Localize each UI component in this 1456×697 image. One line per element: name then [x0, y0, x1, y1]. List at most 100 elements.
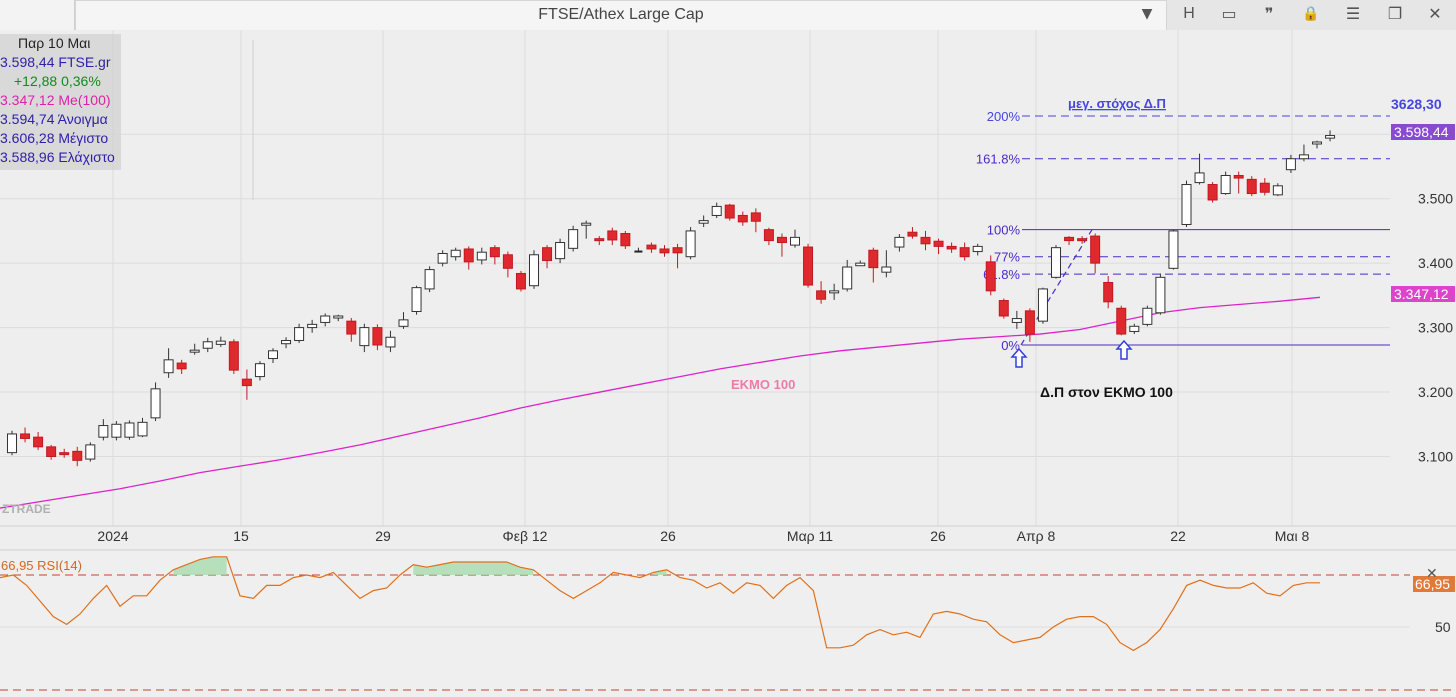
candle-body — [581, 222, 592, 226]
candle-body — [1090, 235, 1101, 264]
candle-body — [1155, 276, 1166, 314]
candle-body — [1207, 184, 1218, 201]
fib-label-1: 161.8% — [976, 152, 1021, 167]
candle — [1077, 236, 1088, 244]
candle-body — [437, 252, 448, 264]
candle-body — [816, 290, 827, 300]
candle-body — [515, 272, 526, 290]
candle-body — [1246, 178, 1257, 195]
candle — [476, 247, 487, 265]
ma-100-line — [0, 296, 1321, 509]
rsi-value-label: 66,95 — [1415, 576, 1450, 592]
rsi-overbought-area — [173, 556, 227, 575]
candle-body — [907, 231, 918, 237]
candle — [150, 382, 161, 422]
candle-body — [685, 230, 696, 258]
candle — [620, 230, 631, 249]
candle — [33, 432, 44, 451]
candle-body — [1220, 174, 1231, 195]
candle — [176, 359, 187, 375]
candle — [98, 419, 109, 441]
title-bar-left-panel[interactable] — [0, 0, 75, 30]
candle — [790, 229, 800, 248]
candle — [1051, 245, 1061, 279]
candle-body — [372, 327, 383, 346]
candle-body — [20, 433, 31, 439]
candle — [1220, 171, 1231, 195]
candle — [711, 202, 722, 219]
candle-body — [424, 269, 435, 290]
target-price-label: 3628,30 — [1391, 96, 1442, 112]
candle — [7, 430, 17, 456]
candle — [985, 255, 996, 296]
candle — [972, 243, 983, 256]
chevron-down-icon[interactable]: ▼ — [1141, 6, 1153, 22]
candle — [320, 313, 331, 327]
candle — [1037, 287, 1048, 324]
panel-icon[interactable]: ▭ — [1221, 4, 1237, 23]
candle-body — [803, 246, 814, 286]
candle — [20, 427, 31, 443]
candle — [1259, 178, 1270, 196]
candle — [463, 246, 474, 270]
date-tick-9: Μαι 8 — [1275, 528, 1310, 544]
restore-icon[interactable]: ❐ — [1387, 4, 1403, 23]
candle — [816, 281, 827, 304]
candle — [634, 247, 643, 253]
lock-icon[interactable]: 🔒 — [1302, 6, 1320, 22]
candle-body — [672, 247, 683, 254]
rsi-overbought-area — [653, 569, 667, 575]
candle — [1090, 233, 1101, 274]
candle — [698, 215, 709, 228]
candle-body — [946, 245, 957, 250]
candle — [189, 343, 200, 355]
candle — [881, 250, 892, 278]
comment-icon[interactable]: ❞ — [1264, 4, 1274, 23]
annotations: ΕΚΜΟ 100 Δ.Π στον ΕΚΜΟ 100 μεγ. στόχος Δ… — [1, 96, 1455, 592]
menu-icon[interactable]: ☰ — [1345, 4, 1361, 23]
candle-body — [1024, 310, 1035, 335]
candle-body — [150, 388, 161, 419]
candle — [163, 348, 174, 378]
candle — [685, 227, 696, 260]
candle-body — [450, 249, 461, 258]
date-tick-3: Φεβ 12 — [503, 528, 548, 544]
candle-body — [959, 247, 970, 258]
candle-body — [1142, 307, 1153, 325]
candle — [646, 242, 657, 253]
candle — [124, 420, 135, 440]
date-tick-5: Μαρ 11 — [787, 528, 833, 544]
note-label: Δ.Π στον ΕΚΜΟ 100 — [1040, 384, 1173, 400]
rsi-label: 66,95 RSI(14) — [1, 558, 82, 573]
candle — [1194, 153, 1205, 185]
candle-body — [542, 247, 553, 262]
ma-series-label: ΕΚΜΟ 100 — [731, 377, 795, 392]
candle-body — [659, 248, 670, 254]
candle — [202, 337, 213, 353]
candle-body — [333, 315, 344, 319]
candle-body — [320, 315, 331, 323]
last-price-badge — [1391, 124, 1455, 140]
candle — [1285, 154, 1296, 173]
date-tick-8: 22 — [1170, 528, 1186, 544]
candle-body — [294, 327, 305, 341]
candle-body — [7, 433, 17, 454]
candle-body — [1037, 288, 1048, 322]
chart-area[interactable]: 200%161.8%100%77%61.8%0% 3.1003.2003.300… — [0, 30, 1456, 697]
close-icon[interactable]: ✕ — [1428, 4, 1442, 23]
candle — [411, 285, 422, 315]
rsi-close-icon[interactable]: ✕ — [1426, 565, 1438, 581]
candle — [359, 323, 370, 353]
candle — [1011, 310, 1022, 329]
candle-body — [1272, 185, 1283, 196]
candle-body — [307, 323, 318, 329]
candle — [515, 270, 526, 292]
candle-body — [555, 242, 566, 260]
candle — [268, 348, 278, 364]
candle — [137, 417, 148, 438]
candle — [1298, 144, 1309, 162]
h-button[interactable]: H — [1183, 5, 1195, 22]
candle — [1272, 183, 1283, 197]
candle-body — [189, 349, 200, 353]
date-tick-1: 15 — [233, 528, 249, 544]
